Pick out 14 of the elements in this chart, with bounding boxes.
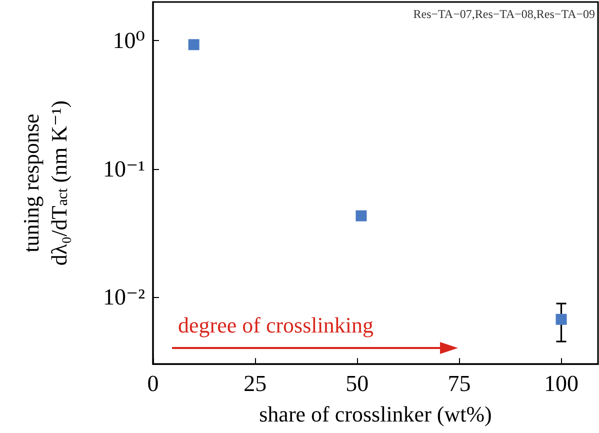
x-axis-title: share of crosslinker (wt%) (259, 402, 492, 426)
x-tick-label: 50 (346, 371, 369, 396)
y-tick-label: 10⁻² (102, 284, 146, 310)
y-tick-label: 10⁰ (112, 28, 145, 54)
x-tick-label: 25 (244, 371, 267, 396)
point (556, 314, 567, 325)
annotation: Res−TA−07,Res−TA−08,Res−TA−09 (413, 7, 596, 21)
point (356, 210, 367, 222)
x-tick-label: 100 (544, 371, 579, 396)
x-tick-label: 75 (448, 371, 471, 396)
x-tick-label: 0 (147, 371, 159, 396)
annotation: degree of crosslinking (178, 312, 374, 338)
y-tick-label: 10⁻¹ (102, 156, 146, 182)
point (188, 39, 200, 50)
